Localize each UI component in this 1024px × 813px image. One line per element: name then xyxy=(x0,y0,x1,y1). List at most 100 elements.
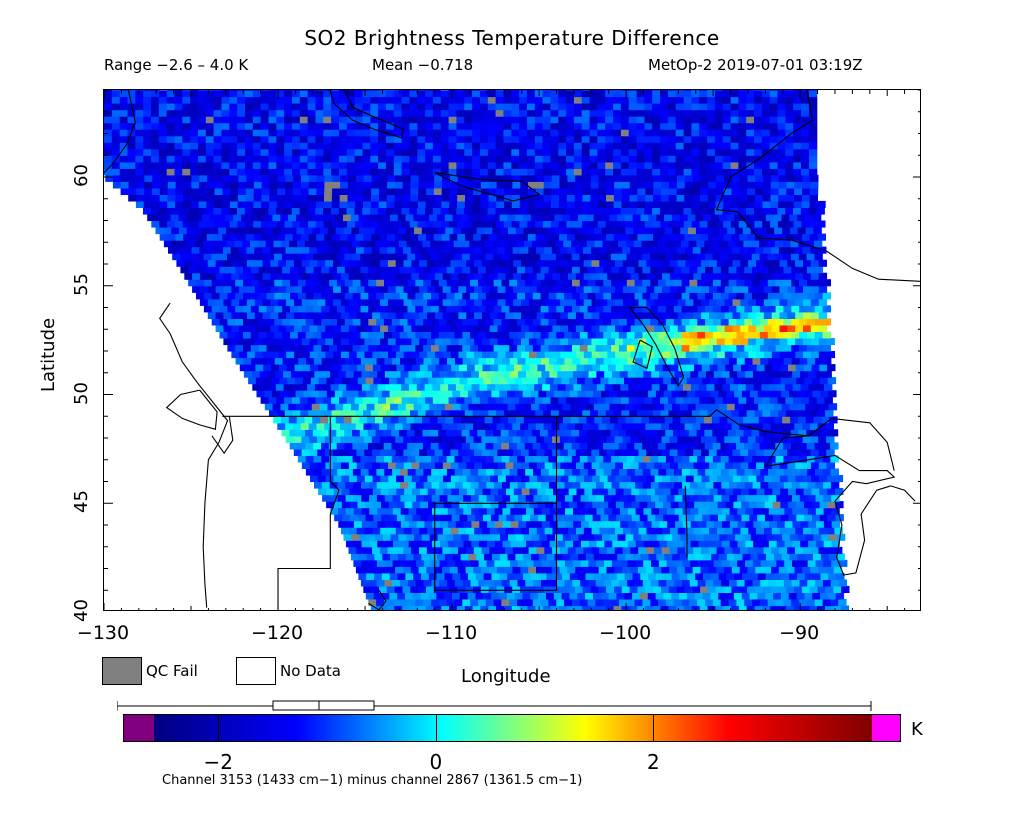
swath-pixel xyxy=(368,266,377,274)
swath-pixel xyxy=(676,220,685,228)
swath-pixel xyxy=(419,338,428,346)
swath-pixel xyxy=(321,357,331,365)
swath-pixel xyxy=(828,403,838,411)
swath-pixel xyxy=(747,174,756,182)
swath-pixel xyxy=(263,377,273,385)
map-plot[interactable] xyxy=(103,89,921,611)
swath-pixel xyxy=(377,370,386,378)
swath-pixel xyxy=(779,475,789,483)
swath-pixel xyxy=(591,338,600,346)
swath-pixel xyxy=(677,272,687,280)
swath-pixel xyxy=(381,390,391,398)
swath-pixel xyxy=(376,481,386,489)
swath-pixel xyxy=(803,527,812,535)
swath-pixel xyxy=(295,390,304,398)
swath-pixel xyxy=(458,546,467,554)
swath-pixel xyxy=(326,390,336,398)
swath-pixel xyxy=(744,266,753,274)
swath-pixel xyxy=(537,488,546,496)
swath-pixel xyxy=(561,514,570,522)
swath-pixel xyxy=(654,351,663,359)
swath-pixel xyxy=(529,527,538,535)
swath-pixel xyxy=(457,174,467,182)
swath-pixel xyxy=(813,416,822,424)
swath-pixel xyxy=(786,566,796,574)
swath-pixel xyxy=(235,331,244,339)
swath-pixel xyxy=(253,181,263,189)
swath-pixel xyxy=(324,233,333,241)
swath-pixel xyxy=(392,507,402,515)
swath-pixel xyxy=(719,240,729,248)
swath-pixel xyxy=(533,370,543,378)
swath-pixel xyxy=(630,324,640,332)
swath-pixel xyxy=(560,461,569,469)
swath-pixel xyxy=(744,481,754,489)
swath-pixel xyxy=(793,605,803,610)
swath-pixel xyxy=(392,468,401,476)
swath-pixel xyxy=(668,233,678,241)
swath-pixel xyxy=(374,227,384,235)
swath-pixel xyxy=(486,507,496,515)
swath-pixel xyxy=(699,396,708,404)
swath-pixel xyxy=(316,174,326,182)
swath-pixel xyxy=(750,553,759,561)
swath-pixel xyxy=(568,351,577,359)
swath-pixel xyxy=(540,599,549,607)
swath-pixel xyxy=(525,481,534,489)
swath-pixel xyxy=(634,599,643,607)
swath-pixel xyxy=(277,174,286,182)
swath-pixel xyxy=(780,514,790,522)
swath-pixel xyxy=(454,579,464,587)
swath-pixel xyxy=(434,546,443,554)
swath-pixel xyxy=(717,475,726,483)
swath-pixel xyxy=(650,331,659,339)
swath-pixel xyxy=(531,553,540,561)
swath-pixel xyxy=(356,461,366,469)
swath-pixel xyxy=(551,246,561,254)
swath-pixel xyxy=(441,233,450,241)
swath-pixel xyxy=(617,403,626,411)
swath-pixel xyxy=(313,266,322,274)
swath-pixel xyxy=(418,181,427,189)
swath-pixel xyxy=(653,187,662,195)
swath-pixel xyxy=(446,455,455,463)
swath-pixel xyxy=(790,416,799,424)
swath-pixel xyxy=(363,187,372,195)
swath-pixel xyxy=(407,455,416,463)
swath-pixel xyxy=(360,305,369,313)
swath-pixel xyxy=(540,331,549,339)
swath-pixel xyxy=(699,207,708,215)
swath-pixel xyxy=(803,285,812,293)
swath-pixel xyxy=(238,181,247,189)
swath-pixel xyxy=(788,514,797,522)
swath-pixel xyxy=(338,520,347,528)
swath-pixel xyxy=(766,416,775,424)
swath-pixel xyxy=(305,266,315,274)
swath-pixel xyxy=(458,259,467,267)
swath-pixel xyxy=(703,403,712,411)
swath-pixel xyxy=(590,233,599,241)
swath-pixel xyxy=(431,579,440,587)
swath-pixel xyxy=(779,448,788,456)
swath-pixel xyxy=(387,298,397,306)
swath-pixel xyxy=(502,370,511,378)
swath-pixel xyxy=(648,227,658,235)
swath-pixel xyxy=(723,200,732,208)
swath-pixel xyxy=(348,259,358,267)
swath-pixel xyxy=(630,448,639,456)
swath-pixel xyxy=(364,311,373,319)
swath-pixel xyxy=(485,305,495,313)
swath-pixel xyxy=(595,253,604,261)
swath-pixel xyxy=(729,540,739,548)
swath-pixel xyxy=(340,259,350,267)
swath-pixel xyxy=(456,207,465,215)
swath-pixel xyxy=(288,403,297,411)
swath-pixel xyxy=(803,311,812,319)
swath-pixel xyxy=(297,429,306,437)
swath-pixel xyxy=(666,357,675,365)
swath-pixel xyxy=(463,507,472,515)
swath-pixel xyxy=(724,272,734,280)
swath-pixel xyxy=(361,520,371,528)
swath-pixel xyxy=(729,520,739,528)
swath-pixel xyxy=(786,187,795,195)
